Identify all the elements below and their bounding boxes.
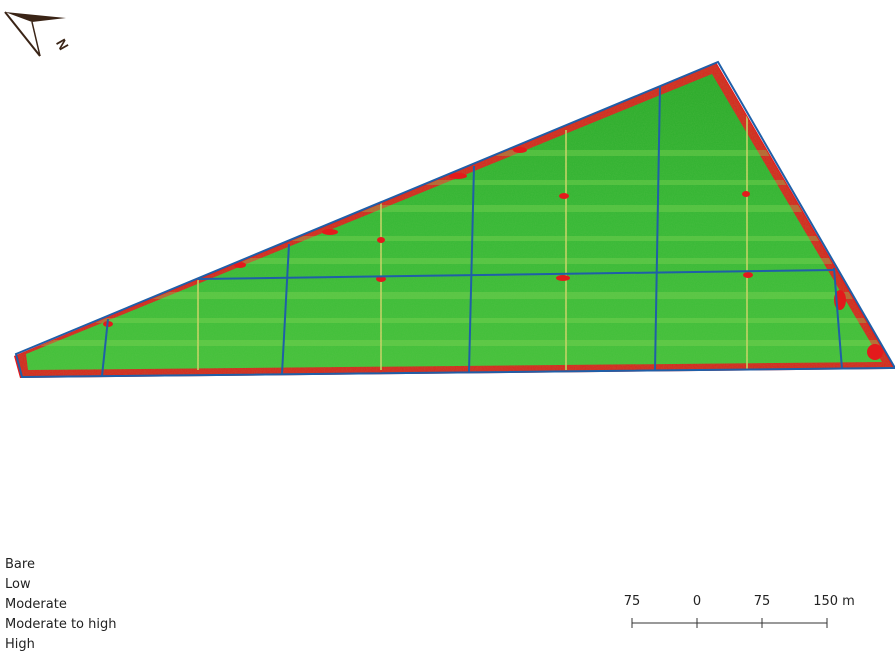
scale-label-75-right: 75 (753, 594, 771, 609)
field-boundary (14, 60, 895, 379)
north-arrow-icon: N (4, 11, 72, 57)
legend-item-low: Low (5, 577, 31, 592)
grid-line-2 (281, 243, 290, 375)
grid-line-3 (468, 165, 475, 373)
scale-label-150: 150 m (813, 594, 855, 609)
field-map: N (4, 11, 895, 379)
legend-item-bare: Bare (5, 557, 35, 572)
legend-item-moderate: Moderate (5, 597, 67, 612)
grid-line-4 (654, 85, 661, 371)
scale-bar-line (631, 618, 828, 628)
scale-label-75-left: 75 (623, 594, 641, 609)
grid-line-5 (833, 267, 843, 370)
legend-items: Bare Low Moderate Moderate to high High (5, 555, 116, 655)
legend-item-moderate-to-high: Moderate to high (5, 617, 117, 632)
scale-label-0: 0 (692, 594, 702, 609)
legend-item-high: High (5, 637, 35, 652)
scale-bar: 75 0 75 150 m (610, 594, 870, 634)
field-area (14, 62, 895, 378)
north-label: N (53, 36, 72, 53)
grid-midline (197, 269, 835, 280)
plot-grid (14, 60, 895, 379)
grid-line-1 (101, 318, 109, 377)
